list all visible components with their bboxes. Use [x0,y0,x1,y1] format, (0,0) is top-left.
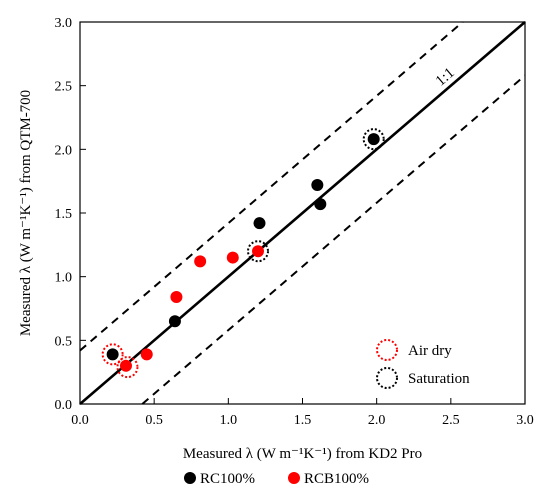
x-tick-label: 2.0 [368,413,386,428]
condition-rings [101,128,385,379]
data-points [106,133,380,372]
rcb100-point [226,251,239,264]
air-dry-legend-ring [376,339,398,361]
upper-bound-line [79,21,464,352]
rc100-legend-label: RC100% [200,471,255,487]
y-tick-label: 2.5 [55,80,73,95]
axis-ticks: 0.0 0.5 1.0 1.5 2.0 2.5 3.0 0.0 0.5 1.0 1.5 2.0 2.5 3… [55,16,534,428]
one-to-one-label: 1:1 [433,65,458,90]
y-axis-label: Measured λ (W m⁻¹K⁻¹) from QTM-700 [18,90,34,336]
series-legend: RC100% RCB100% [184,471,369,487]
rcb100-legend-marker [288,472,300,484]
air-dry-legend-label: Air dry [408,343,452,359]
rcb100-point [170,291,183,304]
rc100-point [367,133,380,146]
x-tick-label: 3.0 [516,413,534,428]
x-tick-label: 1.0 [220,413,238,428]
rc100-legend-marker [184,472,196,484]
rc100-point [311,178,324,191]
y-tick-label: 3.0 [55,16,73,31]
one-to-one-line [79,21,526,405]
rcb100-point [140,348,153,361]
y-tick-label: 0.0 [55,398,73,413]
rc100-point [168,315,181,328]
lower-bound-line [141,74,526,405]
x-tick-label: 2.5 [442,413,460,428]
saturation-ring [362,128,385,151]
y-tick-label: 0.5 [55,334,73,349]
rcb100-point [119,359,132,372]
rc100-point [253,217,266,230]
reference-lines [79,21,526,405]
rc100-point [314,198,327,211]
x-tick-label: 0.0 [71,413,89,428]
saturation-legend-ring [376,367,398,389]
saturation-legend-label: Saturation [408,371,470,387]
x-axis-label: Measured λ (W m⁻¹K⁻¹) from KD2 Pro [183,446,422,462]
rc100-point [106,348,119,361]
rcb100-point [252,245,264,258]
y-tick-label: 1.5 [55,207,73,222]
x-tick-label: 1.5 [294,413,312,428]
y-tick-label: 1.0 [55,271,73,286]
air-dry-ring [101,343,124,366]
rcb100-legend-label: RCB100% [304,471,369,487]
y-tick-label: 2.0 [55,143,73,158]
condition-legend: Air dry Saturation [376,339,470,389]
air-dry-ring [116,356,139,379]
x-tick-label: 0.5 [145,413,163,428]
rcb100-point [194,255,207,268]
